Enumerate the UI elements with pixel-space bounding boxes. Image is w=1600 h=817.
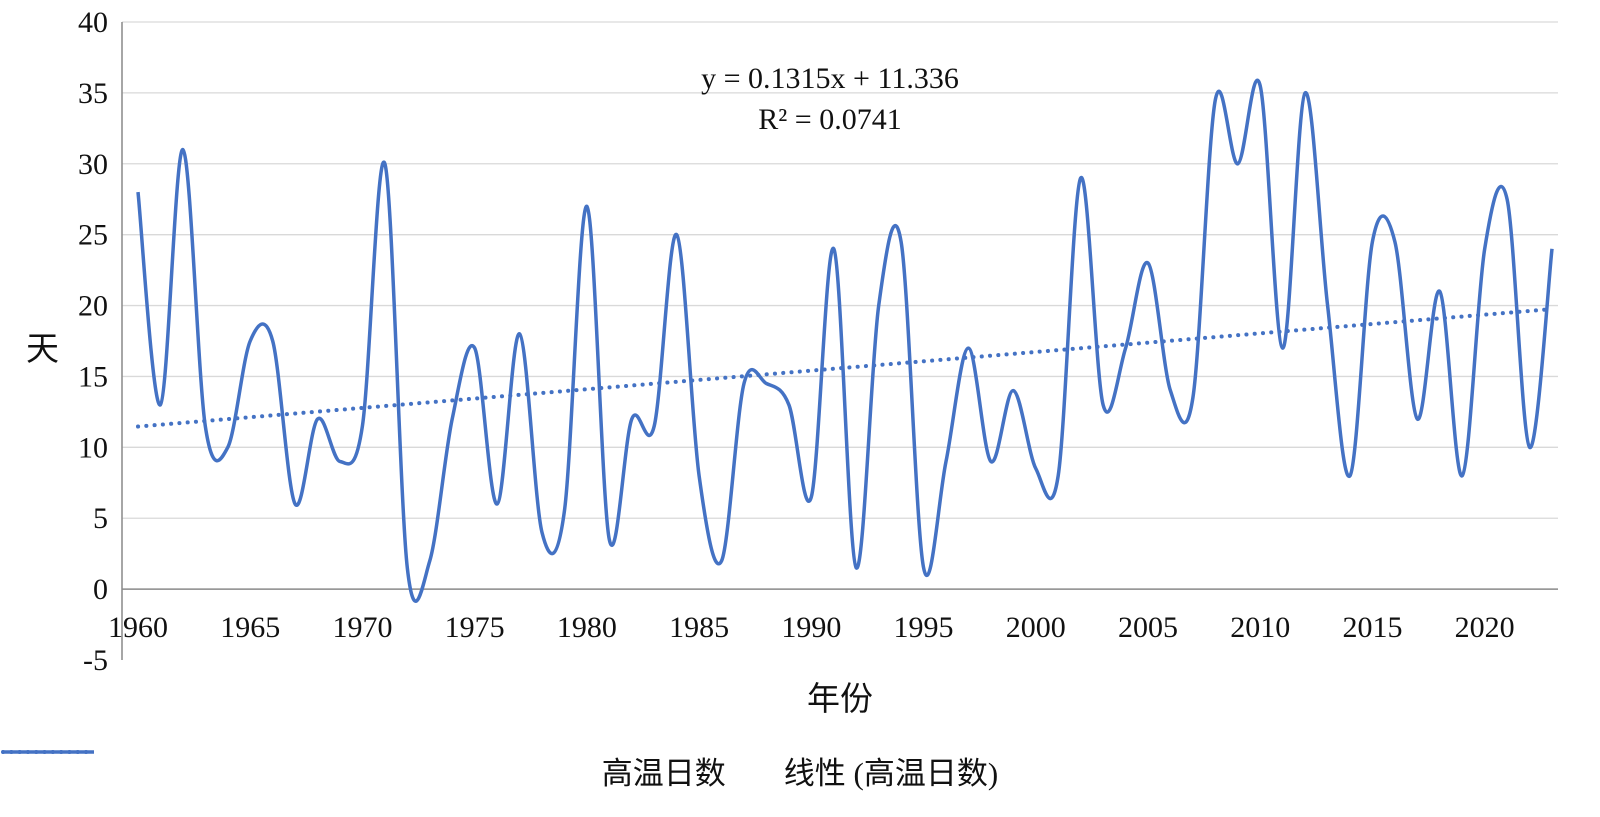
x-tick-label: 1995 xyxy=(894,611,954,644)
x-tick-label: 2015 xyxy=(1342,611,1402,644)
y-tick-label: 10 xyxy=(78,431,108,464)
trendline-annotation: y = 0.1315x + 11.336 R² = 0.0741 xyxy=(701,58,959,140)
y-tick-label: 20 xyxy=(78,290,108,323)
trendline-equation: y = 0.1315x + 11.336 xyxy=(701,62,959,95)
y-tick-label: 40 xyxy=(78,6,108,39)
y-tick-label: 25 xyxy=(78,219,108,252)
y-axis-title: 天 xyxy=(26,332,59,368)
y-tick-label: 0 xyxy=(93,573,108,606)
x-tick-label: 1985 xyxy=(669,611,729,644)
y-tick-label: -5 xyxy=(83,644,108,677)
x-tick-label: 2000 xyxy=(1006,611,1066,644)
legend-trendline-label: 线性 (高温日数) xyxy=(783,756,999,791)
chart-legend: 高温日数 线性 (高温日数) xyxy=(0,748,1600,793)
x-tick-label: 1965 xyxy=(220,611,280,644)
x-tick-label: 1960 xyxy=(108,611,168,644)
x-tick-label: 1970 xyxy=(332,611,392,644)
legend-item-trendline: 线性 (高温日数) xyxy=(1,748,999,793)
x-tick-label: 2020 xyxy=(1455,611,1515,644)
y-tick-label: 35 xyxy=(78,77,108,110)
x-tick-label: 1980 xyxy=(557,611,617,644)
x-tick-label: 2010 xyxy=(1230,611,1290,644)
legend-item-series: 高温日数 xyxy=(2,748,726,793)
x-tick-label: 1990 xyxy=(781,611,841,644)
x-axis-title: 年份 xyxy=(807,682,873,718)
dotted-line-swatch-icon xyxy=(1,750,96,754)
x-tick-label: 2005 xyxy=(1118,611,1178,644)
y-tick-label: 15 xyxy=(78,360,108,393)
trendline-r-squared: R² = 0.0741 xyxy=(758,103,902,136)
series-line xyxy=(136,78,1554,603)
y-tick-label: 30 xyxy=(78,148,108,181)
legend-series-label: 高温日数 xyxy=(601,756,726,791)
x-tick-label: 1975 xyxy=(445,611,505,644)
y-tick-label: 5 xyxy=(93,502,108,535)
